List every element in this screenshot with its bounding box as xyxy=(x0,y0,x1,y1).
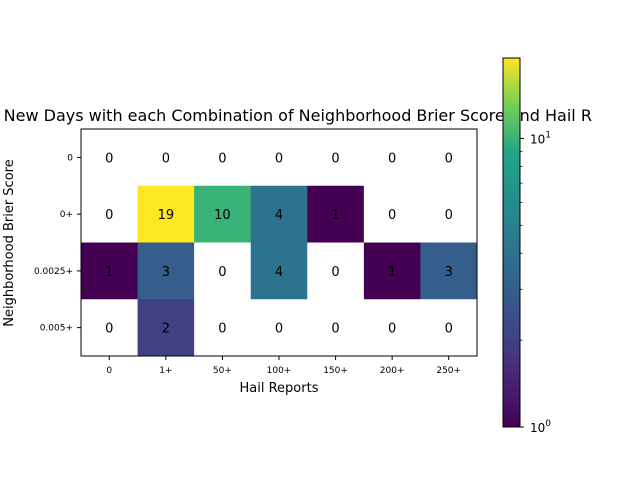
heatmap-cell xyxy=(250,185,308,243)
cell-value-label: 0 xyxy=(445,151,453,166)
cell-value-label: 0 xyxy=(388,322,396,337)
heatmap-cell xyxy=(420,185,478,243)
cell-value-label: 3 xyxy=(162,265,170,280)
cell-value-label: 0 xyxy=(445,322,453,337)
cell-value-label: 0 xyxy=(105,208,113,223)
heatmap-cell xyxy=(137,299,195,357)
cell-value-label: 0 xyxy=(105,322,113,337)
cell-value-label: 10 xyxy=(214,208,231,223)
y-tick-label: 0.005+ xyxy=(40,324,73,334)
heatmap-cell xyxy=(137,129,195,187)
x-tick-label: 1+ xyxy=(159,366,172,376)
cell-value-label: 4 xyxy=(275,265,283,280)
cell-value-label: 3 xyxy=(445,265,453,280)
cell-value-label: 0 xyxy=(218,322,226,337)
cell-value-label: 0 xyxy=(275,151,283,166)
colorbar-gradient xyxy=(503,58,520,427)
cell-value-label: 1 xyxy=(105,265,113,280)
x-tick-label: 0 xyxy=(106,366,112,376)
heatmap-cell xyxy=(307,299,365,357)
cell-value-label: 1 xyxy=(331,208,339,223)
heatmap-cell xyxy=(307,242,365,300)
cell-value-label: 0 xyxy=(388,208,396,223)
cell-value-labels: 0 0 0 0 0 0 00 19 10 4 1 0 01 3 0 4 0 1 30 2 0 0 0 0 0 xyxy=(105,151,453,336)
cell-value-label: 1 xyxy=(388,265,396,280)
heatmap-cell xyxy=(363,299,421,357)
heatmap-cell xyxy=(250,129,308,187)
heatmap-cells xyxy=(81,129,478,357)
heatmap-cell xyxy=(363,242,421,300)
heatmap-cell xyxy=(250,299,308,357)
heatmap-cell xyxy=(420,129,478,187)
heatmap-cell xyxy=(363,129,421,187)
heatmap-cell xyxy=(307,185,365,243)
chart-title: rate New Days with each Combination of N… xyxy=(0,106,592,125)
y-tick-label: 0.0025+ xyxy=(34,267,73,277)
x-tick-label: 100+ xyxy=(267,366,292,376)
heatmap-cell xyxy=(81,129,139,187)
cell-value-label: 0 xyxy=(331,151,339,166)
cell-value-label: 2 xyxy=(162,322,170,337)
x-axis-label: Hail Reports xyxy=(240,381,319,396)
heatmap-cell xyxy=(81,185,139,243)
colorbar-frame xyxy=(502,57,521,428)
heatmap-cell xyxy=(194,242,252,300)
x-axis: 0 1+ 50+ 100+ 150+ 200+ 250+ xyxy=(106,356,461,376)
heatmap-cell xyxy=(194,129,252,187)
heatmap-cell xyxy=(363,185,421,243)
cell-value-label: 0 xyxy=(331,322,339,337)
cell-value-label: 0 xyxy=(105,151,113,166)
cell-value-label: 0 xyxy=(218,151,226,166)
y-axis-label: Neighborhood Brier Score xyxy=(2,159,17,326)
heatmap-cell xyxy=(194,185,252,243)
cell-value-label: 0 xyxy=(218,265,226,280)
y-axis: 0 0+ 0.0025+ 0.005+ xyxy=(34,153,81,334)
heatmap-cell xyxy=(420,299,478,357)
y-tick-label: 0 xyxy=(67,153,73,163)
heatmap-cell xyxy=(194,299,252,357)
x-tick-label: 250+ xyxy=(436,366,461,376)
cell-value-label: 0 xyxy=(388,151,396,166)
y-tick-label: 0+ xyxy=(60,210,73,220)
cell-value-label: 0 xyxy=(162,151,170,166)
cell-value-label: 0 xyxy=(445,208,453,223)
heatmap-cell xyxy=(137,185,195,243)
colorbar-tick-label: 101 xyxy=(530,130,551,146)
heatmap-cell xyxy=(137,242,195,300)
cell-value-label: 19 xyxy=(158,208,175,223)
x-tick-label: 150+ xyxy=(323,366,348,376)
cell-value-label: 0 xyxy=(331,265,339,280)
x-tick-label: 50+ xyxy=(213,366,232,376)
heatmap-cell xyxy=(420,242,478,300)
cell-value-label: 4 xyxy=(275,208,283,223)
heatmap-cell xyxy=(81,242,139,300)
cell-value-label: 0 xyxy=(275,322,283,337)
heatmap-cell xyxy=(250,242,308,300)
colorbar-ticks: 100 101 xyxy=(520,130,551,435)
heatmap-cell xyxy=(307,129,365,187)
x-tick-label: 200+ xyxy=(380,366,405,376)
colorbar-tick-label: 100 xyxy=(530,419,551,435)
heatmap-cell xyxy=(81,299,139,357)
